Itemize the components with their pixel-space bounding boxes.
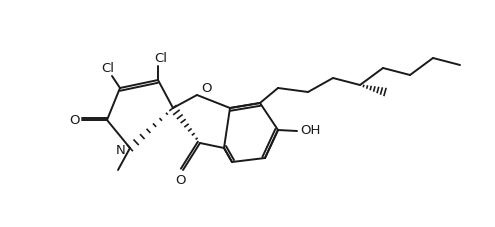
Text: OH: OH: [300, 124, 320, 138]
Text: N: N: [116, 143, 126, 156]
Text: O: O: [69, 114, 79, 126]
Text: O: O: [176, 173, 186, 187]
Text: O: O: [202, 82, 212, 96]
Text: Cl: Cl: [154, 52, 167, 64]
Text: Cl: Cl: [101, 62, 114, 74]
